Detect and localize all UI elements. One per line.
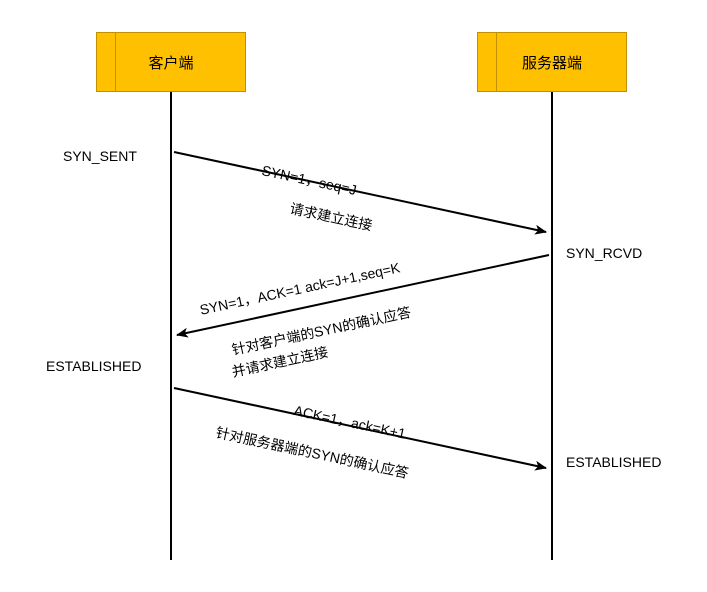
state-label: ESTABLISHED <box>46 358 141 374</box>
participant-client: 客户端 <box>96 32 246 92</box>
message-label: SYN=1，seq=J <box>260 160 359 200</box>
participant-tab-server <box>477 32 497 92</box>
state-label: SYN_RCVD <box>566 245 642 261</box>
sequence-diagram: 客户端 服务器端 SYN_SENT SYN_RCVD ESTABLISHED ESTAB… <box>0 0 707 592</box>
participant-server: 服务器端 <box>477 32 627 92</box>
participant-tab-client <box>96 32 116 92</box>
participant-label-server: 服务器端 <box>522 52 582 73</box>
lifeline-server <box>551 92 553 560</box>
message-label: 请求建立连接 <box>288 198 374 235</box>
state-label: ESTABLISHED <box>566 454 661 470</box>
participant-label-client: 客户端 <box>148 52 193 73</box>
state-label: SYN_SENT <box>63 148 137 164</box>
message-label: ACK=1，ack=K+1 <box>292 400 408 443</box>
lifeline-client <box>170 92 172 560</box>
